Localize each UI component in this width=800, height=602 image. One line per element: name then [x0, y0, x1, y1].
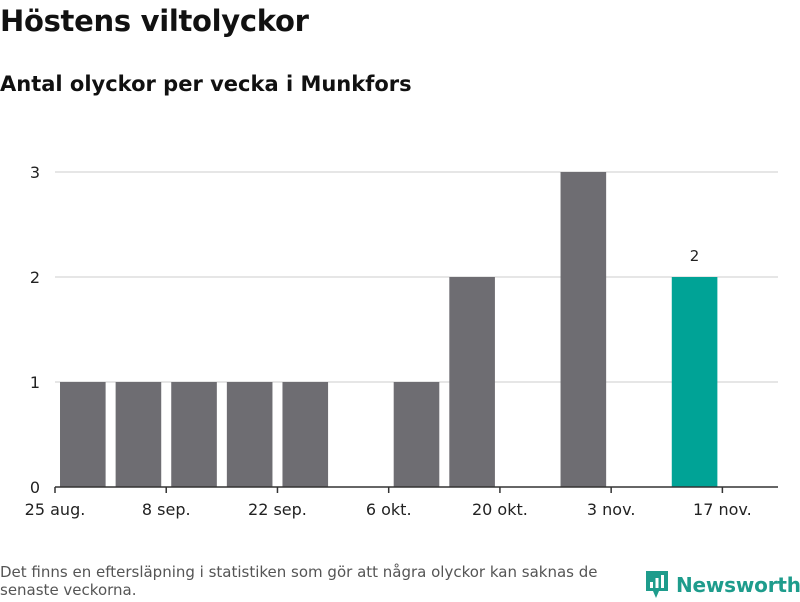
x-tick-label-2: 22 sep. [248, 500, 307, 519]
bar-v37 [171, 382, 217, 487]
bar-v36 [115, 382, 162, 487]
bar-v38 [226, 382, 273, 487]
chart-title: Höstens viltolyckor [0, 4, 309, 38]
y-tick-label-1: 1 [30, 373, 40, 392]
bar-v44 [560, 172, 607, 487]
bar-v41 [393, 382, 440, 487]
x-tick-label-3: 6 okt. [366, 500, 412, 519]
x-tick-label-6: 17 nov. [693, 500, 752, 519]
y-tick-label-2: 2 [30, 268, 40, 287]
bar-v39 [282, 382, 329, 487]
bar-v46 [671, 277, 718, 487]
newsworthy-logo-icon [646, 571, 668, 598]
x-tick-label-0: 25 aug. [25, 500, 86, 519]
footnote: Det finns en eftersläpning i statistiken… [0, 563, 598, 599]
bar-v42 [449, 277, 495, 487]
newsworthy-logo: Newsworthy [644, 568, 800, 602]
chart-subtitle: Antal olyckor per vecka i Munkfors [0, 72, 412, 96]
bar-v35 [60, 382, 106, 487]
x-tick-label-1: 8 sep. [142, 500, 191, 519]
x-tick-label-4: 20 okt. [472, 500, 528, 519]
logo-text: Newsworthy [676, 573, 800, 597]
y-tick-label-0: 0 [30, 478, 40, 497]
x-tick-label-5: 3 nov. [587, 500, 636, 519]
y-tick-label-3: 3 [30, 163, 40, 182]
data-label-v46: 2 [690, 247, 700, 265]
bar-chart: 0 1 2 3 2 25 aug. 8 sep. 22 sep. 6 okt. 20 okt. 3 … [25, 163, 778, 519]
